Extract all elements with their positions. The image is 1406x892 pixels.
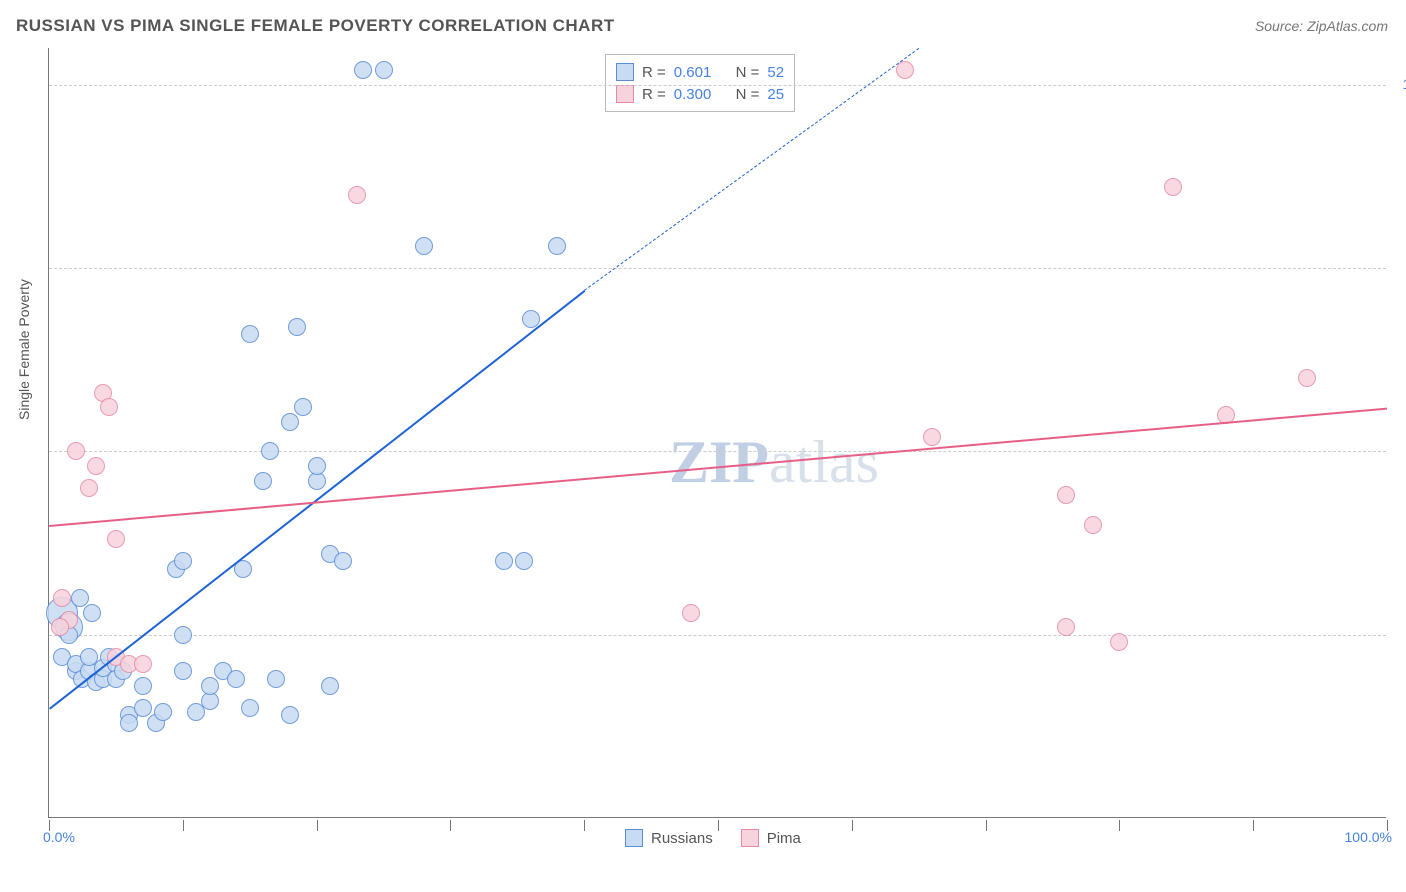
y-axis-label: Single Female Poverty	[16, 279, 32, 420]
stats-row: R = 0.601 N = 52	[616, 61, 784, 83]
legend-swatch	[741, 829, 759, 847]
data-point-russians	[241, 325, 259, 343]
data-point-russians	[254, 472, 272, 490]
data-point-russians	[281, 413, 299, 431]
y-tick-label: 100.0%	[1394, 76, 1406, 92]
x-tick	[852, 820, 853, 831]
data-point-pima	[107, 530, 125, 548]
data-point-pima	[682, 604, 700, 622]
gridline	[49, 451, 1386, 452]
legend-item: Russians	[625, 829, 713, 847]
data-point-pima	[134, 655, 152, 673]
x-tick	[450, 820, 451, 831]
data-point-pima	[348, 186, 366, 204]
data-point-pima	[53, 589, 71, 607]
trendline-russians	[49, 290, 585, 710]
data-point-russians	[281, 706, 299, 724]
data-point-pima	[923, 428, 941, 446]
data-point-russians	[261, 442, 279, 460]
y-tick-label: 50.0%	[1394, 442, 1406, 458]
data-point-pima	[1057, 486, 1075, 504]
gridline	[49, 635, 1386, 636]
x-tick	[986, 820, 987, 831]
data-point-russians	[375, 61, 393, 79]
data-point-russians	[515, 552, 533, 570]
data-point-russians	[241, 699, 259, 717]
data-point-russians	[134, 699, 152, 717]
data-point-pima	[100, 398, 118, 416]
chart-title: RUSSIAN VS PIMA SINGLE FEMALE POVERTY CO…	[16, 16, 615, 36]
gridline	[49, 268, 1386, 269]
x-tick	[1253, 820, 1254, 831]
trendline-pima	[49, 407, 1387, 526]
data-point-pima	[1057, 618, 1075, 636]
x-tick	[718, 820, 719, 831]
source-credit: Source: ZipAtlas.com	[1255, 18, 1388, 34]
data-point-russians	[495, 552, 513, 570]
data-point-russians	[321, 677, 339, 695]
data-point-pima	[896, 61, 914, 79]
legend-swatch	[625, 829, 643, 847]
data-point-russians	[120, 714, 138, 732]
data-point-russians	[308, 457, 326, 475]
legend-swatch	[616, 85, 634, 103]
legend-item: Pima	[741, 829, 801, 847]
y-tick-label: 75.0%	[1394, 259, 1406, 275]
data-point-russians	[174, 662, 192, 680]
data-point-pima	[1298, 369, 1316, 387]
data-point-russians	[83, 604, 101, 622]
correlation-stats-box: R = 0.601 N = 52R = 0.300 N = 25	[605, 54, 795, 112]
y-tick-label: 25.0%	[1394, 626, 1406, 642]
legend-swatch	[616, 63, 634, 81]
data-point-russians	[174, 552, 192, 570]
data-point-pima	[67, 442, 85, 460]
data-point-russians	[548, 237, 566, 255]
data-point-russians	[288, 318, 306, 336]
stats-row: R = 0.300 N = 25	[616, 83, 784, 105]
data-point-pima	[87, 457, 105, 475]
data-point-russians	[134, 677, 152, 695]
data-point-russians	[174, 626, 192, 644]
data-point-russians	[294, 398, 312, 416]
data-point-russians	[154, 703, 172, 721]
scatter-plot: ZIPatlas R = 0.601 N = 52R = 0.300 N = 2…	[48, 48, 1386, 818]
x-origin-label: 0.0%	[43, 829, 75, 845]
legend-label: Pima	[767, 830, 801, 847]
gridline	[49, 85, 1386, 86]
data-point-pima	[1084, 516, 1102, 534]
data-point-russians	[415, 237, 433, 255]
data-point-pima	[80, 479, 98, 497]
legend-label: Russians	[651, 830, 713, 847]
data-point-russians	[201, 677, 219, 695]
x-tick	[584, 820, 585, 831]
x-tick	[183, 820, 184, 831]
data-point-russians	[267, 670, 285, 688]
data-point-pima	[51, 618, 69, 636]
series-legend: Russians Pima	[625, 829, 801, 847]
data-point-pima	[1164, 178, 1182, 196]
x-tick	[317, 820, 318, 831]
data-point-russians	[227, 670, 245, 688]
data-point-pima	[1110, 633, 1128, 651]
data-point-russians	[354, 61, 372, 79]
x-tick	[1119, 820, 1120, 831]
data-point-russians	[334, 552, 352, 570]
x-max-label: 100.0%	[1345, 829, 1392, 845]
